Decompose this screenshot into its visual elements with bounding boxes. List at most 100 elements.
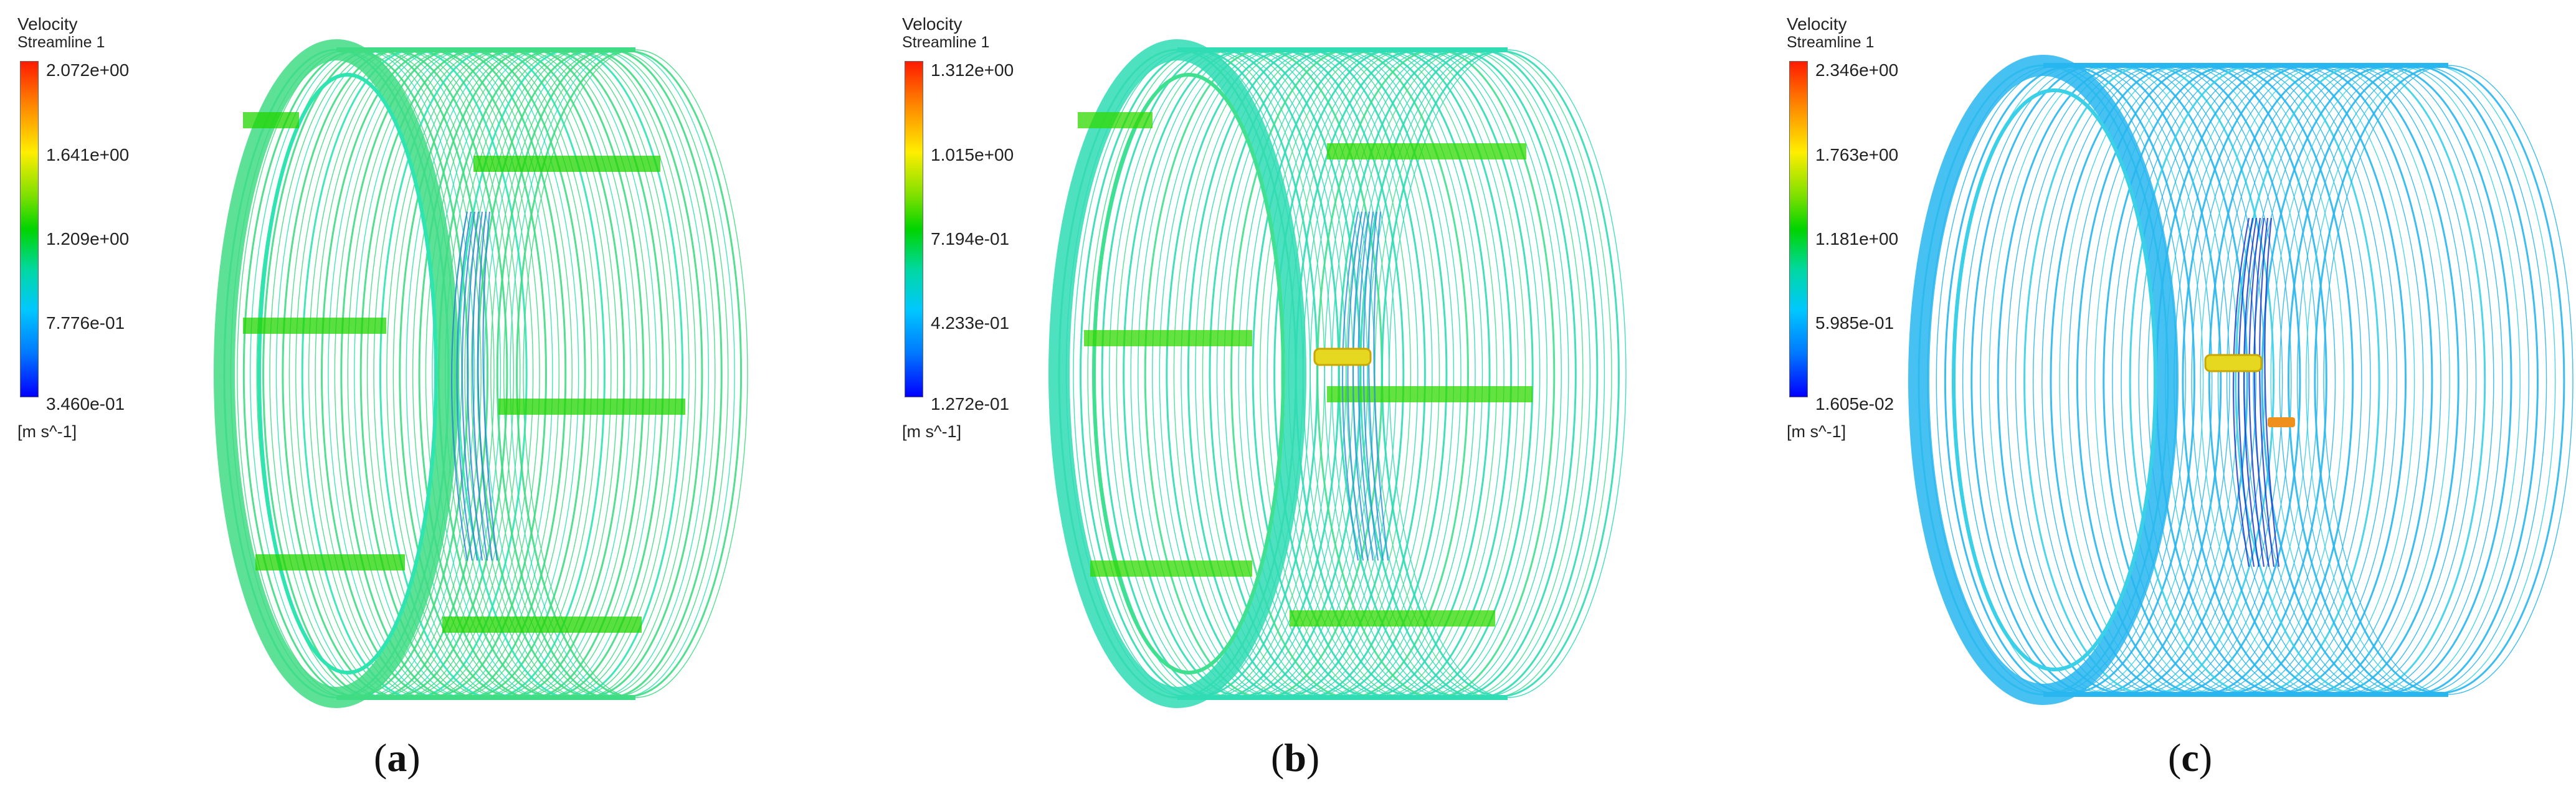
vortex-line	[1357, 211, 1374, 561]
inlet-nozzle	[1313, 348, 1372, 366]
inlet-nozzle	[2204, 354, 2263, 372]
legend-unit: [m s^-1]	[902, 422, 962, 441]
vortex-line	[477, 211, 493, 561]
color-bar	[905, 61, 923, 397]
streamline-loop	[445, 49, 670, 698]
panel-label-b: (b)	[1271, 735, 1320, 780]
legend-tick: 1.641e+00	[46, 145, 130, 164]
streamline-loop	[353, 49, 579, 698]
legend-tick: 1.763e+00	[1815, 145, 1899, 164]
legend-subtitle: Streamline 1	[17, 34, 105, 51]
vortex-line	[1362, 211, 1379, 561]
inner-rim	[1092, 73, 1285, 674]
velocity-band	[473, 156, 660, 172]
legend-tick: 1.181e+00	[1815, 229, 1899, 248]
streamline-loop	[470, 49, 696, 698]
streamline-loop	[457, 49, 684, 699]
vortex-line	[2243, 217, 2260, 567]
velocity-band	[1327, 386, 1533, 402]
streamline-loop	[451, 50, 677, 697]
velocity-band	[255, 554, 405, 570]
outlet-nozzle	[2268, 417, 2295, 427]
velocity-band	[1327, 143, 1526, 159]
panel-c: Velocity Streamline 1 2.346e+00 1.763e+0…	[1769, 0, 2576, 804]
velocity-band	[243, 112, 299, 128]
vortex-line	[1352, 211, 1369, 561]
vortex-line	[461, 211, 478, 561]
color-bar	[1789, 61, 1808, 397]
inner-rim	[1952, 88, 2157, 671]
streamlines	[1048, 39, 1627, 708]
velocity-band	[498, 399, 685, 415]
legend-title: Velocity	[1787, 14, 1847, 34]
panel-b: Velocity Streamline 1 1.312e+00 1.015e+0…	[885, 0, 1743, 804]
streamline-loop	[269, 50, 495, 697]
legend-tick-min: 1.605e-02	[1815, 394, 1894, 414]
velocity-band	[1078, 112, 1153, 128]
legend-tick-min: 1.272e-01	[931, 394, 1010, 414]
vortex-line	[456, 211, 473, 561]
streamline-loop	[490, 50, 716, 697]
streamline-drum-a	[214, 39, 748, 708]
vortex-line	[450, 211, 468, 561]
vortex-line	[2232, 217, 2250, 567]
velocity-legend-a: Velocity Streamline 1 2.072e+00 1.641e+0…	[17, 15, 223, 451]
velocity-band	[442, 617, 642, 633]
legend-unit: [m s^-1]	[17, 422, 77, 441]
velocity-band	[1290, 610, 1495, 627]
legend-tick-max: 1.312e+00	[931, 60, 1014, 80]
legend-tick-max: 2.072e+00	[46, 60, 130, 80]
streamline-loop	[288, 49, 515, 698]
legend-tick: 7.776e-01	[46, 313, 125, 333]
panel-label-c: (c)	[2168, 735, 2213, 780]
legend-title: Velocity	[17, 14, 78, 34]
legend-subtitle: Streamline 1	[902, 34, 990, 51]
vortex-line	[472, 211, 488, 561]
legend-unit: [m s^-1]	[1787, 422, 1846, 441]
panel-a: Velocity Streamline 1 2.072e+00 1.641e+0…	[0, 0, 858, 804]
legend-title: Velocity	[902, 14, 962, 34]
vortex-line	[2253, 217, 2270, 567]
legend-tick: 7.194e-01	[931, 229, 1010, 248]
streamline-loop	[503, 50, 729, 697]
color-bar	[20, 61, 39, 397]
vortex-line	[1341, 211, 1359, 561]
vortex-line	[2248, 217, 2265, 567]
velocity-band	[1090, 560, 1252, 577]
legend-subtitle: Streamline 1	[1787, 34, 1875, 51]
velocity-legend-c: Velocity Streamline 1 2.346e+00 1.763e+0…	[1787, 15, 1992, 451]
streamline-loop	[464, 50, 690, 697]
vortex-line	[2259, 217, 2275, 567]
streamline-loop	[321, 50, 548, 698]
velocity-band	[243, 318, 386, 334]
legend-tick: 5.985e-01	[1815, 313, 1894, 333]
legend-tick-min: 3.460e-01	[46, 394, 125, 414]
streamline-drum-b	[1048, 39, 1627, 708]
streamline-loop	[510, 49, 735, 698]
velocity-legend-b: Velocity Streamline 1 1.312e+00 1.015e+0…	[902, 15, 1108, 451]
legend-tick: 1.015e+00	[931, 145, 1014, 164]
vortex-line	[2238, 217, 2255, 567]
vortex-line	[467, 211, 483, 561]
vortex-line	[1347, 211, 1364, 561]
vortex-line	[2264, 217, 2280, 567]
velocity-band	[1084, 330, 1252, 346]
vortex-line	[1368, 211, 1384, 561]
streamlines	[1908, 55, 2574, 705]
streamline-loop	[366, 49, 592, 698]
streamline-loop	[477, 50, 703, 698]
streamline-loop	[432, 49, 657, 698]
legend-tick-max: 2.346e+00	[1815, 60, 1899, 80]
streamline-loop	[483, 49, 710, 698]
streamline-loop	[496, 49, 723, 699]
streamline-loop	[516, 50, 743, 698]
vortex-line	[1373, 211, 1389, 561]
inner-rim	[257, 73, 438, 674]
streamlines	[214, 39, 748, 708]
streamline-loop	[237, 49, 462, 698]
legend-tick: 4.233e-01	[931, 313, 1010, 333]
streamline-drum-c	[1908, 55, 2574, 705]
panel-label-a: (a)	[374, 735, 421, 780]
streamline-loop	[523, 49, 748, 698]
streamline-loop	[399, 50, 625, 698]
